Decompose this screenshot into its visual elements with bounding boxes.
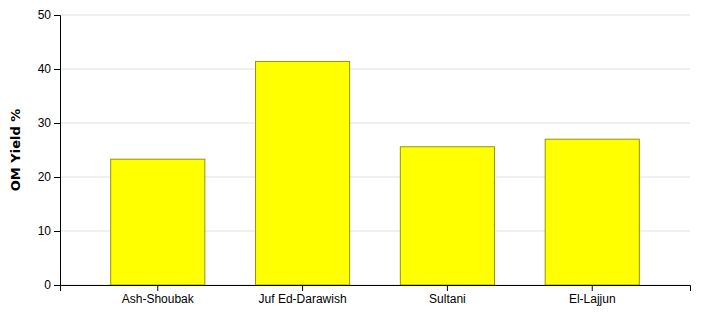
chart-svg: Ash-Shoubak Juf Ed-Darawish Sultani El-Lajj… <box>0 0 705 320</box>
grid-line <box>60 69 690 70</box>
x-tick-mark <box>447 285 448 291</box>
x-tick-mark <box>592 285 593 291</box>
grid-line <box>60 15 690 16</box>
y-tick-mark <box>54 177 60 178</box>
y-tick-mark <box>54 285 60 286</box>
x-tick-label: Ash-Shoubak <box>122 292 195 306</box>
y-tick-label: 10 <box>38 224 52 238</box>
bar <box>256 61 350 285</box>
grid <box>60 15 690 285</box>
y-tick: 30 <box>38 116 60 130</box>
y-tick-mark <box>54 15 60 16</box>
x-tick-label: Juf Ed-Darawish <box>259 292 347 306</box>
bar <box>111 159 205 285</box>
y-tick: 10 <box>38 224 60 238</box>
y-tick-label: 20 <box>38 170 52 184</box>
y-axis: 0 10 20 30 40 50 <box>38 8 61 292</box>
y-tick-label: 40 <box>38 62 52 76</box>
x-tick-mark <box>302 285 303 291</box>
grid-line <box>60 123 690 124</box>
y-tick: 20 <box>38 170 60 184</box>
y-tick-mark <box>54 69 60 70</box>
y-tick-label: 30 <box>38 116 52 130</box>
y-tick-label: 0 <box>44 278 51 292</box>
y-tick: 50 <box>38 8 60 22</box>
x-tick: Ash-Shoubak <box>122 285 195 306</box>
y-tick-mark <box>54 231 60 232</box>
x-tick: Sultani <box>429 285 466 306</box>
y-axis-title: OM Yield % <box>8 109 23 192</box>
plot-area: Ash-Shoubak Juf Ed-Darawish Sultani El-Lajj… <box>38 8 691 305</box>
x-axis: Ash-Shoubak Juf Ed-Darawish Sultani El-Lajj… <box>61 285 691 306</box>
x-tick: El-Lajjun <box>569 285 616 306</box>
chart-container: Ash-Shoubak Juf Ed-Darawish Sultani El-Lajj… <box>0 0 705 320</box>
x-tick: Juf Ed-Darawish <box>259 285 347 306</box>
y-tick: 40 <box>38 62 60 76</box>
y-tick: 0 <box>44 278 60 292</box>
y-tick-mark <box>54 123 60 124</box>
axis-line <box>54 16 61 286</box>
bar <box>545 139 639 285</box>
x-tick-label: Sultani <box>429 292 466 306</box>
x-tick-mark <box>157 285 158 291</box>
y-tick-label: 50 <box>38 8 52 22</box>
x-tick-label: El-Lajjun <box>569 292 616 306</box>
bars <box>111 61 640 285</box>
axis-line <box>61 286 691 292</box>
bar <box>400 147 494 285</box>
